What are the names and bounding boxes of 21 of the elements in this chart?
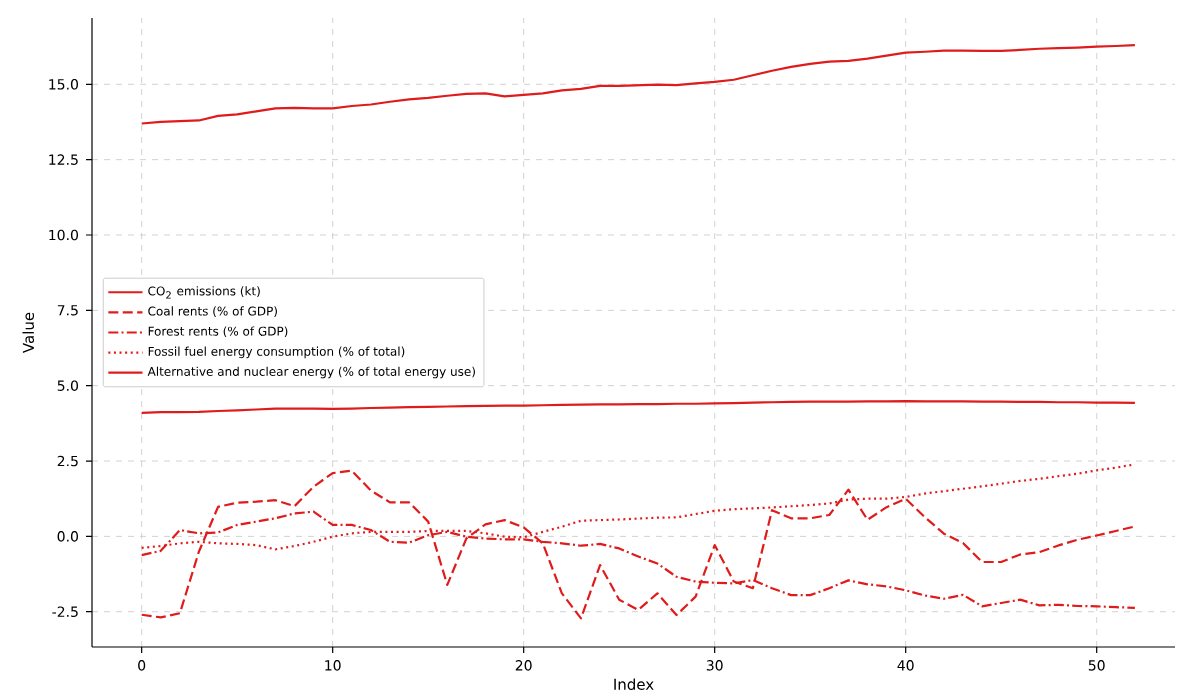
y-tick-label: 12.5 [49, 154, 78, 165]
legend-label: CO$_{2}$ emissions (kt) [148, 286, 260, 299]
x-tick-label: 0 [138, 660, 146, 671]
x-tick-label: 50 [1088, 660, 1105, 671]
legend-label: Alternative and nuclear energy (% of total energy use) [147, 366, 475, 379]
y-tick-label: 5.0 [57, 380, 78, 391]
y-tick-label: 15.0 [49, 79, 78, 90]
legend-label: Forest rents (% of GDP) [148, 326, 288, 338]
y-tick-label: 2.5 [57, 455, 78, 467]
y-tick-label: 10.0 [49, 229, 78, 241]
x-axis-title: Index [614, 678, 654, 690]
y-axis-title: Value [22, 312, 35, 353]
x-tick-label: 40 [897, 660, 914, 671]
legend-label: Fossil fuel energy consumption (% of total) [148, 346, 405, 359]
x-tick-label: 30 [706, 660, 723, 671]
y-tick-label: -2.5 [52, 606, 78, 618]
y-tick-label: 0.0 [57, 531, 78, 542]
x-tick-label: 10 [325, 660, 341, 671]
y-tick-label: 7.5 [57, 305, 78, 316]
legend-label: Coal rents (% of GDP) [148, 306, 277, 317]
x-tick-label: 20 [515, 660, 532, 671]
